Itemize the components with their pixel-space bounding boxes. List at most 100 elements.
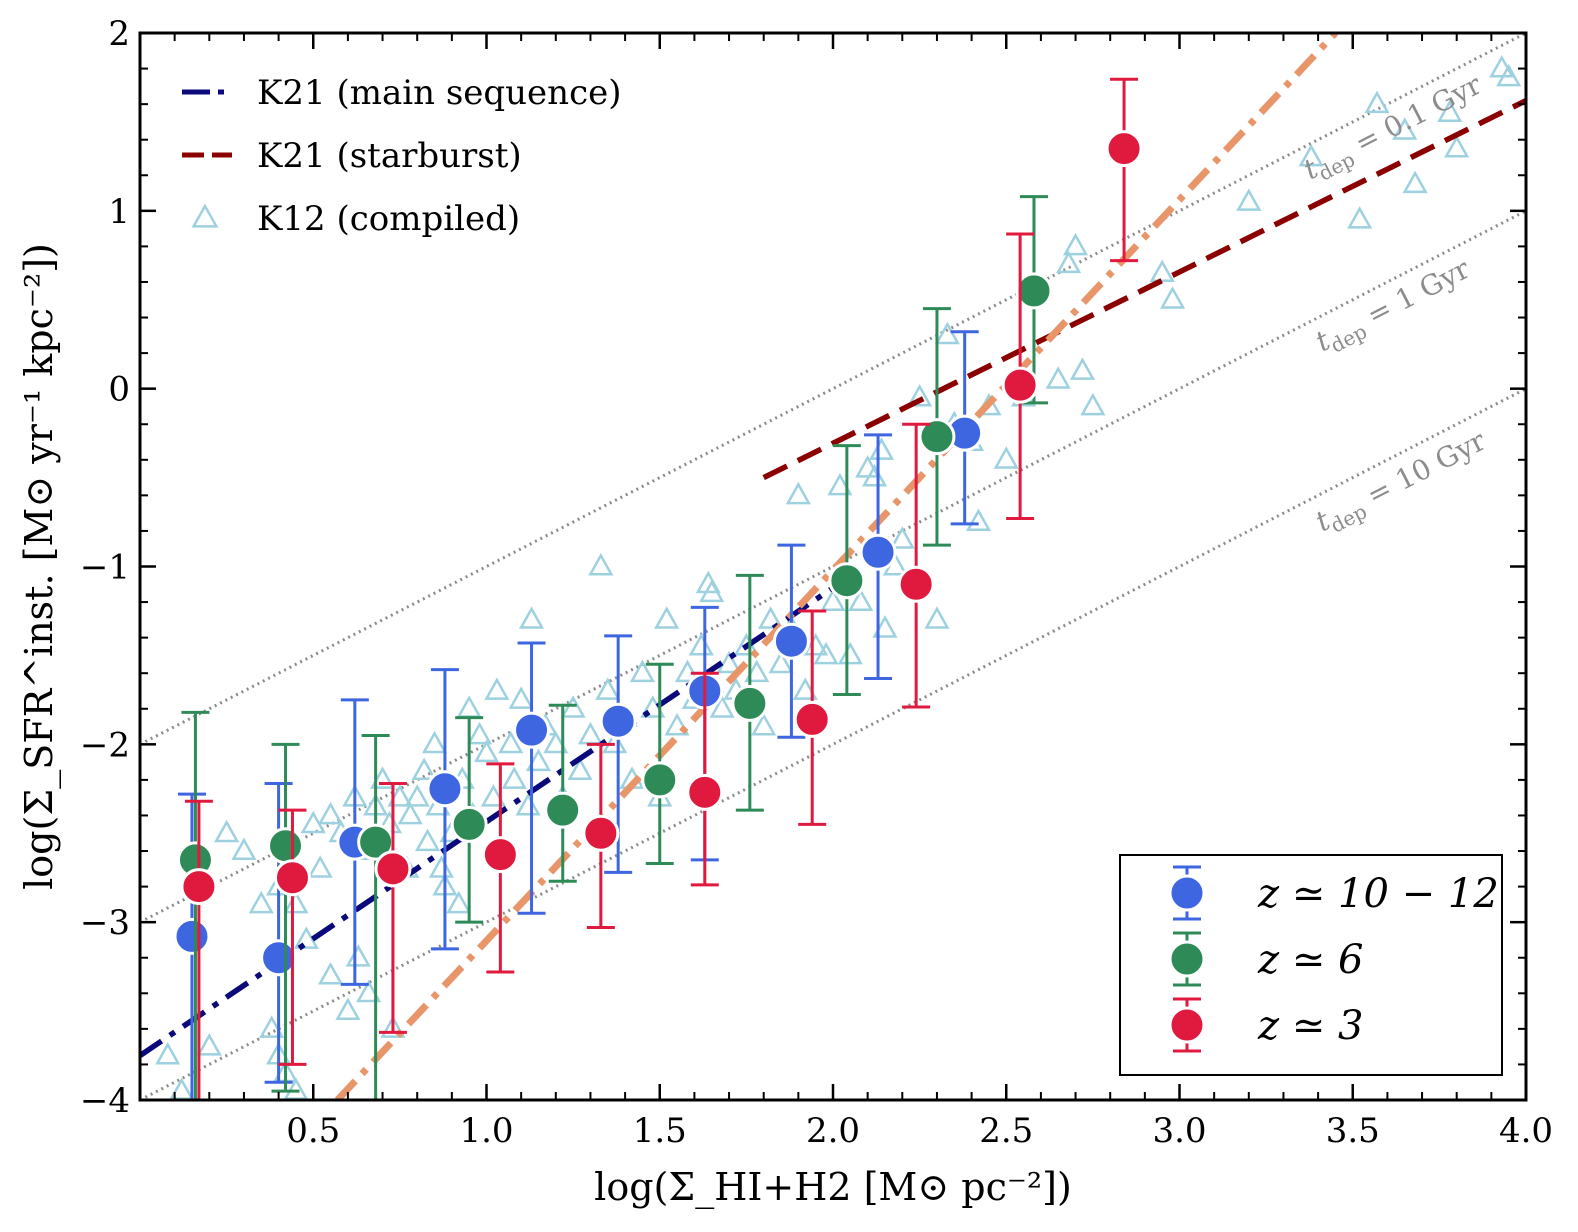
k12-point [792, 677, 818, 700]
y-tick-label: 1 [108, 192, 130, 232]
k12-point [293, 926, 319, 949]
legend-marker [1168, 874, 1206, 912]
k12-point [664, 712, 690, 736]
k12-point [1045, 366, 1071, 389]
k12-point [1392, 117, 1418, 140]
x-tick-label: 3.0 [1152, 1111, 1206, 1151]
series-0-point [859, 533, 897, 571]
k12-point [1298, 143, 1324, 167]
k12-point [1236, 188, 1262, 211]
k12-point [889, 526, 915, 549]
x-tick-label: 4.0 [1499, 1111, 1553, 1151]
k12-point [345, 944, 371, 967]
k12-point [848, 588, 874, 612]
k12-point [397, 801, 423, 825]
k12-point [751, 712, 777, 736]
x-tick-label: 1.0 [459, 1111, 513, 1151]
tdep-line-0 [140, 33, 1526, 746]
k12-point [602, 730, 628, 754]
legend-label: K12 (compiled) [257, 199, 520, 239]
y-tick-label: −2 [80, 725, 130, 765]
tdep-line-2 [140, 386, 1526, 1100]
y-tick-label: −1 [80, 548, 130, 588]
k12-point [855, 455, 881, 478]
legend-marker [1168, 1006, 1206, 1044]
k12-point [380, 1015, 406, 1038]
x-tick-label: 3.5 [1326, 1111, 1380, 1151]
k12-point [709, 695, 735, 718]
y-tick-label: −4 [80, 1081, 130, 1121]
legend-k12-marker [191, 203, 219, 228]
series-2-point [897, 565, 935, 603]
k12-point [1062, 232, 1089, 256]
tdep-label-0: tdep = 0.1 Gyr [1298, 68, 1489, 191]
series-1-point [731, 684, 769, 722]
k12-point [248, 890, 274, 914]
k12-point [1496, 63, 1522, 87]
series-2-point [582, 814, 620, 852]
k12-point [446, 890, 472, 914]
k12-point [868, 437, 895, 460]
k12-point [674, 659, 701, 683]
k12-point [744, 659, 770, 683]
k12-point [480, 784, 507, 807]
series-1-point [450, 805, 488, 843]
series-0-point [772, 622, 810, 660]
y-tick-label: 0 [108, 370, 130, 410]
k12-point [813, 641, 839, 665]
k12-point [428, 855, 455, 878]
series-1-point [641, 761, 679, 799]
series-2-point [686, 773, 724, 811]
k12-point [1437, 99, 1463, 122]
k12-point [1489, 55, 1515, 78]
series-2-point [793, 700, 831, 738]
k12-point [300, 810, 326, 834]
legend-label: K21 (main sequence) [257, 73, 622, 113]
legend-label: z ≃ 10 − 12 [1257, 871, 1499, 917]
k12-point [827, 472, 853, 496]
legend-marker [1168, 940, 1206, 978]
k12-point [567, 757, 593, 780]
k12-point [785, 481, 811, 505]
k12-point [473, 739, 500, 763]
k12-point [1364, 90, 1390, 114]
series-1-point [1015, 272, 1053, 310]
y-axis-title: log(Σ_SFR^inst. [M⊙ yr⁻¹ kpc⁻²]) [17, 243, 62, 890]
series-2-point [1105, 130, 1143, 168]
series-0-point [173, 917, 211, 955]
x-tick-label: 2.5 [979, 1111, 1033, 1151]
k12-point [259, 1015, 285, 1038]
k12-point [1444, 135, 1470, 158]
k12-point [508, 686, 534, 709]
k12-point [934, 321, 960, 345]
series-1-point [918, 418, 956, 456]
k12-point [231, 837, 257, 860]
k12-point [543, 730, 569, 754]
y-tick-label: −3 [80, 903, 130, 943]
k12-point [283, 890, 309, 914]
k12-point [404, 784, 430, 807]
k12-point [820, 588, 846, 612]
k12-point [415, 828, 441, 852]
k12-point [768, 650, 794, 674]
k12-point [155, 1041, 181, 1065]
series-1-point [267, 827, 305, 865]
k12-point [837, 641, 863, 665]
k12-point [335, 997, 361, 1021]
k12-point [484, 677, 510, 700]
k12-point [695, 570, 721, 594]
k12-point [1056, 250, 1082, 274]
k12-point [758, 606, 784, 629]
k12-point [518, 606, 545, 629]
k12-point [369, 766, 396, 789]
k12-point [501, 766, 527, 789]
series-0-point [426, 770, 464, 808]
k12-point [1080, 392, 1106, 416]
series-2-point [180, 868, 218, 906]
series-2-point [374, 850, 412, 888]
series-2-point [273, 859, 311, 897]
k12-point [525, 748, 552, 772]
k12-point [560, 695, 586, 718]
k12-point [498, 730, 524, 754]
